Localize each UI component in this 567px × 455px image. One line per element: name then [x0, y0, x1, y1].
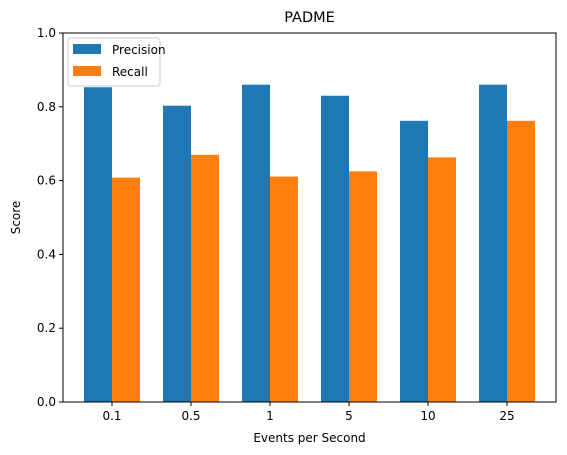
- bar-precision-5: [321, 95, 349, 402]
- bar-recall-25: [507, 120, 535, 403]
- bar-recall-5: [349, 171, 377, 402]
- bar-precision-10: [400, 120, 428, 403]
- legend: Precision Recall: [67, 37, 166, 87]
- legend-swatch-precision: [73, 44, 101, 54]
- bar-recall-1: [270, 176, 298, 402]
- x-tick-label: 5: [345, 409, 353, 423]
- y-tick-label: 1.0: [37, 26, 56, 40]
- y-tick-label: 0.6: [37, 174, 56, 188]
- x-axis: 0.1 0.5 1 5 10 25: [102, 402, 515, 423]
- y-tick-label: 0.4: [37, 247, 56, 261]
- bar-precision-0.1: [84, 87, 112, 403]
- bar-precision-25: [479, 84, 507, 402]
- y-tick-label: 0.0: [37, 395, 56, 409]
- y-axis: 0.0 0.2 0.4 0.6 0.8 1.0: [37, 26, 63, 409]
- x-tick-label: 1: [266, 409, 274, 423]
- bar-precision-1: [242, 84, 270, 402]
- x-tick-label: 0.1: [102, 409, 121, 423]
- x-tick-label: 0.5: [181, 409, 200, 423]
- x-tick-label: 25: [499, 409, 514, 423]
- legend-label-recall: Recall: [112, 65, 148, 79]
- x-tick-label: 10: [420, 409, 435, 423]
- bar-recall-10: [428, 157, 456, 402]
- chart-title: PADME: [284, 10, 335, 26]
- y-tick-label: 0.2: [37, 321, 56, 335]
- legend-swatch-recall: [73, 66, 101, 76]
- bar-recall-0.5: [191, 154, 219, 402]
- y-axis-label: Score: [9, 201, 23, 235]
- plot-frame: [62, 32, 557, 403]
- bar-precision-0.5: [163, 105, 191, 403]
- plot-area: [84, 84, 535, 403]
- bar-recall-0.1: [112, 177, 140, 402]
- x-axis-label: Events per Second: [253, 431, 365, 445]
- legend-label-precision: Precision: [112, 43, 166, 57]
- y-tick-label: 0.8: [37, 100, 56, 114]
